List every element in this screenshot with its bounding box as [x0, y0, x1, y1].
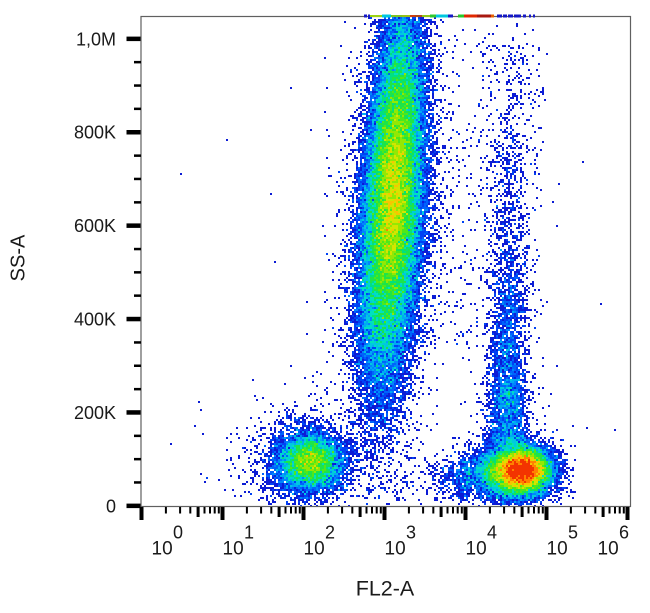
- svg-text:FL2-A: FL2-A: [356, 577, 415, 601]
- svg-text:5: 5: [568, 523, 578, 543]
- svg-text:800K: 800K: [74, 123, 116, 143]
- svg-text:400K: 400K: [74, 310, 116, 330]
- svg-text:10: 10: [466, 539, 487, 560]
- svg-text:600K: 600K: [74, 216, 116, 236]
- svg-text:10: 10: [598, 539, 619, 560]
- svg-text:1: 1: [244, 523, 254, 543]
- svg-text:2: 2: [325, 523, 335, 543]
- svg-text:10: 10: [385, 539, 406, 560]
- svg-text:1,0M: 1,0M: [76, 29, 116, 49]
- svg-text:10: 10: [304, 539, 325, 560]
- svg-text:SS-A: SS-A: [8, 234, 30, 281]
- svg-text:3: 3: [406, 523, 416, 543]
- svg-text:200K: 200K: [74, 403, 116, 423]
- svg-text:0: 0: [173, 523, 183, 543]
- svg-text:10: 10: [223, 539, 244, 560]
- svg-text:6: 6: [619, 523, 629, 543]
- svg-text:4: 4: [487, 523, 497, 543]
- svg-text:0: 0: [106, 496, 116, 516]
- svg-text:10: 10: [152, 539, 173, 560]
- svg-text:10: 10: [547, 539, 568, 560]
